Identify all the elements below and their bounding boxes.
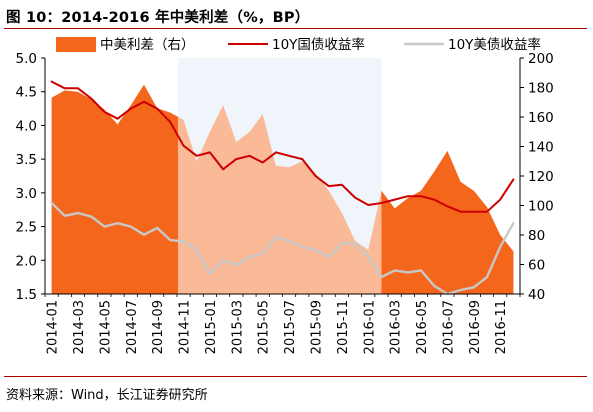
left-tick-label: 2.5 bbox=[16, 220, 37, 236]
right-tick-label: 200 bbox=[528, 51, 554, 67]
x-tick-label: 2015-01 bbox=[204, 300, 219, 354]
x-tick-label: 2016-01 bbox=[362, 300, 377, 354]
x-tick-label: 2014-07 bbox=[125, 300, 140, 354]
x-tick-label: 2015-05 bbox=[257, 300, 272, 354]
right-tick-label: 160 bbox=[528, 110, 554, 126]
x-tick-label: 2015-03 bbox=[230, 300, 245, 354]
left-tick-label: 4.0 bbox=[16, 118, 37, 134]
x-tick-label: 2016-05 bbox=[415, 300, 430, 354]
x-tick-label: 2015-09 bbox=[309, 300, 324, 354]
figure-title: 图 10：2014-2016 年中美利差（%，BP） bbox=[6, 10, 310, 26]
x-tick-label: 2016-07 bbox=[441, 300, 456, 354]
right-tick-label: 180 bbox=[528, 81, 554, 97]
x-tick-label: 2016-03 bbox=[389, 300, 404, 354]
legend-label-cn: 10Y国债收益率 bbox=[272, 36, 365, 53]
cn-yield-line bbox=[50, 80, 515, 213]
x-tick-label: 2014-03 bbox=[72, 300, 87, 354]
legend-label-spread: 中美利差（右） bbox=[100, 37, 195, 53]
right-tick-label: 80 bbox=[528, 228, 545, 244]
bottom-rule bbox=[4, 376, 587, 377]
x-tick-label: 2014-05 bbox=[98, 300, 113, 354]
legend-swatch-spread bbox=[56, 37, 96, 52]
source-note: 资料来源：Wind，长江证券研究所 bbox=[6, 388, 208, 403]
right-tick-label: 120 bbox=[528, 169, 554, 185]
top-rule bbox=[4, 28, 587, 29]
right-tick-label: 40 bbox=[528, 287, 545, 303]
right-tick-label: 100 bbox=[528, 199, 554, 215]
x-tick-label: 2016-11 bbox=[494, 300, 509, 354]
x-tick-label: 2014-09 bbox=[151, 300, 166, 354]
shaded-period-overlay bbox=[177, 58, 382, 294]
left-tick-label: 3.0 bbox=[16, 186, 37, 202]
right-tick-label: 60 bbox=[528, 258, 545, 274]
x-tick-label: 2014-11 bbox=[178, 300, 193, 354]
x-tick-label: 2016-09 bbox=[468, 300, 483, 354]
x-tick-label: 2014-01 bbox=[46, 300, 61, 354]
left-tick-label: 2.0 bbox=[16, 253, 37, 269]
left-tick-label: 3.5 bbox=[16, 152, 37, 168]
left-tick-label: 5.0 bbox=[16, 51, 37, 67]
legend-label-us: 10Y美债收益率 bbox=[448, 36, 541, 53]
right-tick-label: 140 bbox=[528, 140, 554, 156]
left-tick-label: 4.5 bbox=[16, 85, 37, 101]
us-yield-line bbox=[50, 201, 515, 296]
x-tick-label: 2015-07 bbox=[283, 300, 298, 354]
chart-svg: 1.5 2.0 2.5 3.0 3.5 4.0 4.5 5.0 40 60 80 100 120 140 1… bbox=[16, 36, 554, 354]
x-tick-label: 2015-11 bbox=[336, 300, 351, 354]
left-tick-label: 1.5 bbox=[16, 287, 37, 303]
